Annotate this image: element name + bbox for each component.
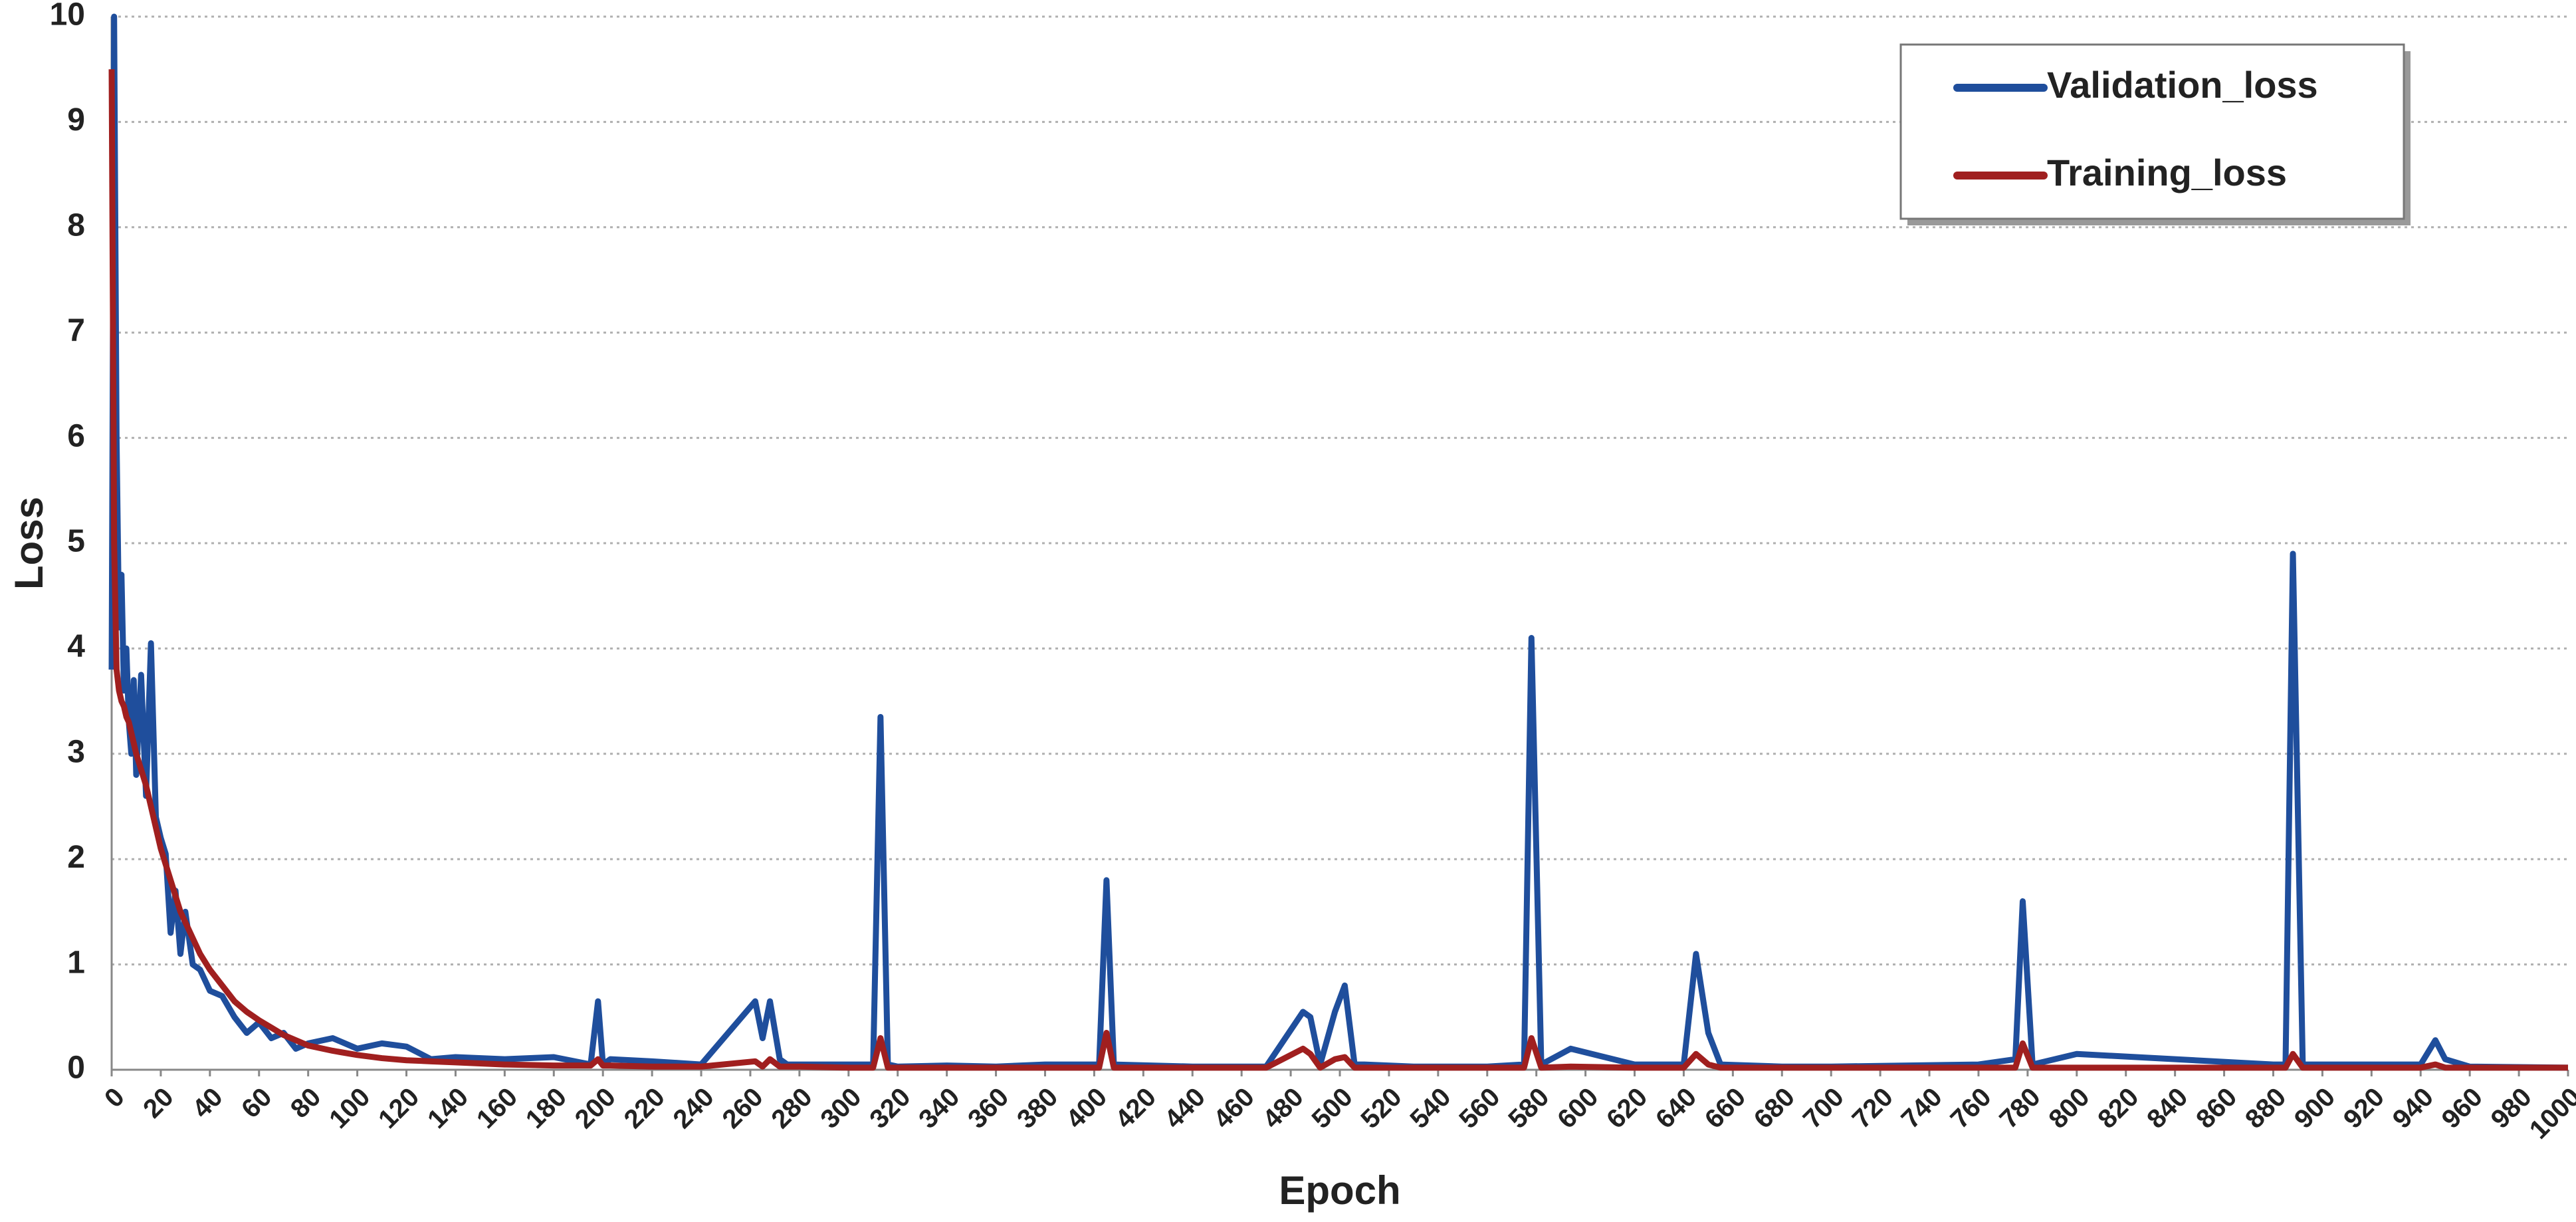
x-tick-label: 100 <box>324 1082 376 1134</box>
y-tick-label: 8 <box>67 207 85 243</box>
x-tick-label: 160 <box>471 1082 523 1134</box>
x-tick-label: 680 <box>1749 1082 1800 1134</box>
x-tick-label: 720 <box>1847 1082 1899 1134</box>
x-tick-label: 180 <box>520 1082 572 1134</box>
x-tick-label: 900 <box>2289 1082 2341 1134</box>
y-tick-label: 5 <box>67 524 85 559</box>
x-tick-label: 400 <box>1061 1082 1113 1134</box>
x-tick-label: 860 <box>2191 1082 2242 1134</box>
x-tick-label: 620 <box>1601 1082 1653 1134</box>
x-tick-label: 540 <box>1404 1082 1456 1134</box>
x-tick-label: 820 <box>2092 1082 2144 1134</box>
x-tick-label: 600 <box>1552 1082 1604 1134</box>
x-tick-label: 420 <box>1110 1082 1162 1134</box>
x-axis-title: Epoch <box>1279 1168 1400 1213</box>
x-tick-label: 660 <box>1699 1082 1751 1134</box>
x-tick-label: 840 <box>2141 1082 2193 1134</box>
x-tick-label: 580 <box>1503 1082 1555 1134</box>
x-tick-label: 380 <box>1012 1082 1063 1134</box>
x-tick-label: 260 <box>716 1082 768 1134</box>
x-tick-label: 920 <box>2338 1082 2390 1134</box>
x-tick-label: 800 <box>2043 1082 2095 1134</box>
x-tick-label: 760 <box>1945 1082 1996 1134</box>
x-tick-label: 80 <box>285 1082 327 1124</box>
data-line <box>108 69 2568 1071</box>
x-tick-label: 1000 <box>2524 1082 2576 1145</box>
y-axis-title: Loss <box>7 497 51 590</box>
x-tick-label: 520 <box>1355 1082 1407 1134</box>
x-tick-label: 880 <box>2240 1082 2292 1134</box>
x-tick-label: 700 <box>1798 1082 1850 1134</box>
x-tick-label: 140 <box>422 1082 474 1134</box>
x-tick-label: 960 <box>2436 1082 2488 1134</box>
y-tick-label: 1 <box>67 945 85 980</box>
x-tick-label: 480 <box>1257 1082 1309 1134</box>
y-tick-label: 10 <box>50 0 85 33</box>
x-tick-label: 560 <box>1453 1082 1505 1134</box>
legend-label: Training_loss <box>2047 152 2287 193</box>
y-tick-label: 2 <box>67 840 85 875</box>
y-tick-label: 3 <box>67 734 85 769</box>
x-tick-label: 320 <box>864 1082 916 1134</box>
x-tick-label: 220 <box>619 1082 671 1134</box>
legend-label: Validation_loss <box>2047 64 2318 106</box>
x-tick-label: 200 <box>570 1082 621 1134</box>
x-tick-label: 940 <box>2387 1082 2439 1134</box>
x-tick-label: 280 <box>766 1082 817 1134</box>
x-tick-label: 300 <box>815 1082 867 1134</box>
x-tick-label: 60 <box>236 1082 278 1124</box>
x-tick-label: 240 <box>668 1082 720 1134</box>
legend: Validation_loss Training_loss <box>1899 43 2411 225</box>
x-tick-label: 780 <box>1994 1082 2046 1134</box>
x-tick-label: 360 <box>962 1082 1014 1134</box>
x-tick-label: 500 <box>1307 1082 1358 1134</box>
x-tick-label: 40 <box>187 1082 229 1124</box>
legend-box <box>1899 43 2405 220</box>
x-tick-label: 740 <box>1896 1082 1948 1134</box>
y-tick-label: 7 <box>67 313 85 348</box>
y-tick-label: 0 <box>67 1050 85 1086</box>
data-line <box>108 13 2569 1071</box>
x-tick-label: 440 <box>1159 1082 1211 1134</box>
x-tick-label: 340 <box>913 1082 965 1134</box>
x-tick-label: 0 <box>99 1082 130 1114</box>
y-tick-label: 9 <box>67 102 85 138</box>
x-tick-label: 120 <box>373 1082 425 1134</box>
y-tick-label: 6 <box>67 418 85 453</box>
x-tick-label: 640 <box>1650 1082 1702 1134</box>
x-tick-label: 460 <box>1208 1082 1260 1134</box>
x-tick-label: 20 <box>138 1082 179 1124</box>
y-tick-label: 4 <box>67 629 85 664</box>
